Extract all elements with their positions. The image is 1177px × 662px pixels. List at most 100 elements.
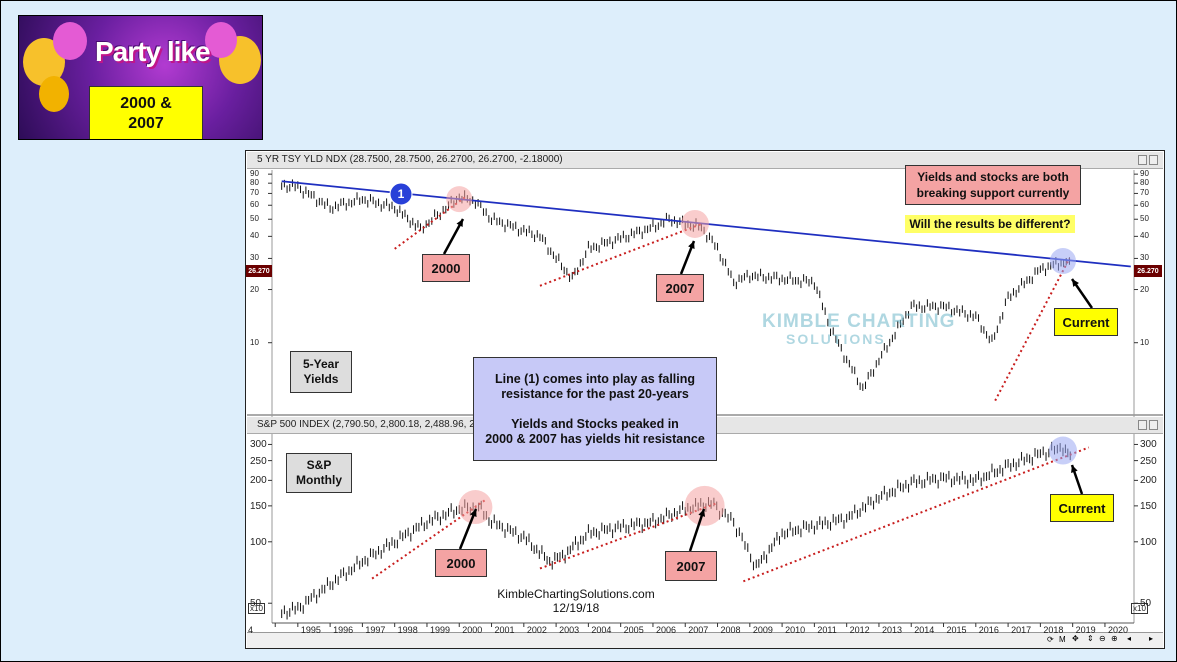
yield-y-tick-label-left: 30 xyxy=(250,253,259,263)
x-tick-label: 2018 xyxy=(1043,625,1064,635)
yield-y-tick-label-right: 70 xyxy=(1140,188,1149,198)
zoom-out-icon[interactable]: ⊖ xyxy=(1099,634,1106,643)
sp500-panel-label: S&P Monthly xyxy=(286,453,352,493)
x-tick-label: 2011 xyxy=(817,625,837,635)
yield-y-tick-label-right: 60 xyxy=(1140,200,1149,210)
sp-y-tick-label-left: 300 xyxy=(250,439,267,451)
chart-canvas: 1 xyxy=(247,170,1163,627)
top-panel-header: 5 YR TSY YLD NDX (28.7500, 28.7500, 26.2… xyxy=(247,152,1163,169)
yield-y-tick-label-right: 30 xyxy=(1140,253,1149,263)
logo-years: 2000 & 2007 xyxy=(89,86,203,139)
highlight-2000-sp xyxy=(458,490,493,525)
tag-current-top: Current xyxy=(1054,308,1118,336)
x-tick-label: 2009 xyxy=(752,625,773,635)
x-tick-label: 2020 xyxy=(1107,625,1128,635)
x-tick-label: 2005 xyxy=(623,625,644,635)
tag-current-bottom: Current xyxy=(1050,494,1114,522)
balloon-icon xyxy=(205,22,237,58)
yields-panel-label: 5-Year Yields xyxy=(290,351,352,393)
x-tick-label: 1995 xyxy=(300,625,321,635)
support-line-2007-sp xyxy=(539,502,718,570)
sp-y-tick-label-right: 150 xyxy=(1140,500,1157,512)
x-tick-label: 2010 xyxy=(785,625,806,635)
x-tick-label: 2003 xyxy=(559,625,580,635)
x10-right: x10 xyxy=(1131,603,1148,614)
balloon-icon xyxy=(53,22,87,60)
marker-1-label: 1 xyxy=(398,187,405,201)
party-like-logo: Party like 2000 & 2007 xyxy=(18,15,263,140)
callout-breaking-support: Yields and stocks are both breaking supp… xyxy=(905,165,1081,205)
sp-y-tick-label-right: 250 xyxy=(1140,455,1157,467)
sp-y-tick-label-left: 200 xyxy=(250,475,267,487)
highlight-2007-yield xyxy=(680,209,709,238)
x-tick-label: 2007 xyxy=(688,625,709,635)
x10-left: x10 xyxy=(248,603,265,614)
arrow-2007-sp xyxy=(688,508,706,552)
yield-y-tick-label-right: 50 xyxy=(1140,214,1149,224)
yield-y-tick-label-left: 90 xyxy=(250,169,259,179)
sp-y-tick-label-left: 50 xyxy=(250,598,262,610)
yield-y-tick-label-left: 20 xyxy=(250,284,259,294)
yield-y-tick-label-right: 80 xyxy=(1140,178,1149,188)
x-tick-label: 2014 xyxy=(914,625,935,635)
tag-2007-top: 2007 xyxy=(656,274,704,302)
yield-y-tick-label-left: 80 xyxy=(250,178,259,188)
yield-y-tick-label-right: 10 xyxy=(1140,337,1149,347)
sp-y-tick-label-right: 300 xyxy=(1140,439,1157,451)
arrow-current-yield-head xyxy=(1072,279,1079,287)
tag-2007-bottom: 2007 xyxy=(665,551,717,581)
tag-2000-top: 2000 xyxy=(422,254,470,282)
yield-y-tick-label-left: 40 xyxy=(250,231,259,241)
x-tick-label: 2008 xyxy=(720,625,741,635)
yield-y-tick-label-left: 70 xyxy=(250,188,259,198)
scroll-left-icon[interactable]: ◂ xyxy=(1127,634,1132,643)
pan-icon[interactable]: ✥ xyxy=(1072,634,1079,643)
bottom-panel-controls[interactable] xyxy=(1138,420,1158,430)
sp-y-tick-label-right: 200 xyxy=(1140,475,1157,487)
arrow-2007-yield-head xyxy=(688,241,695,249)
sp-y-tick-label-left: 250 xyxy=(250,455,267,467)
x-tick-label: 1998 xyxy=(397,625,418,635)
x-tick-label: 2016 xyxy=(978,625,999,635)
period-m[interactable]: M xyxy=(1059,635,1066,644)
zoom-in-icon[interactable]: ⊕ xyxy=(1111,634,1118,643)
x-tick-label: 1997 xyxy=(365,625,386,635)
chart-statusbar: ⟳ M ✥ ⇕ ⊖ ⊕ ◂ ▸ xyxy=(247,632,1163,648)
sp-y-tick-label-left: 100 xyxy=(250,536,267,548)
balloon-icon xyxy=(39,76,69,112)
scroll-right-icon[interactable]: ▸ xyxy=(1149,634,1154,643)
credit-text: KimbleChartingSolutions.com xyxy=(497,587,655,601)
refresh-icon[interactable]: ⟳ xyxy=(1047,635,1054,644)
highlight-2007-sp xyxy=(684,485,725,526)
yield-y-tick-label-left: 10 xyxy=(250,337,259,347)
support-line-current-yield xyxy=(994,257,1071,402)
marker-1-circle xyxy=(389,182,413,206)
x-tick-label: 2000 xyxy=(462,625,483,635)
highlight-current-sp xyxy=(1048,436,1077,465)
x-tick-label: 2017 xyxy=(1011,625,1032,635)
x-tick-label: 1996 xyxy=(333,625,354,635)
arrow-2000-sp-head xyxy=(470,509,477,517)
price-tag-left: 26.270 xyxy=(246,265,272,277)
top-panel-controls[interactable] xyxy=(1138,155,1158,165)
chart-date: 12/19/18 xyxy=(552,601,600,615)
x-tick-label: 2019 xyxy=(1075,625,1096,635)
highlight-2000-yield xyxy=(446,186,473,213)
watermark-bottom: SOLUTIONS xyxy=(786,331,886,347)
yield-y-tick-label-left: 60 xyxy=(250,200,259,210)
x-tick-label: 2002 xyxy=(526,625,547,635)
x-tick-label: 2001 xyxy=(494,625,515,635)
logo-title: Party like xyxy=(95,36,211,67)
sp-y-tick-label-left: 150 xyxy=(250,500,267,512)
highlight-current-yield xyxy=(1049,248,1076,275)
tag-2000-bottom: 2000 xyxy=(435,549,487,577)
x-tick-label: 2004 xyxy=(591,625,612,635)
price-tag-right: 26.270 xyxy=(1134,265,1162,277)
scroll-icon[interactable]: ⇕ xyxy=(1087,634,1094,643)
callout-different-results: Will the results be different? xyxy=(905,215,1075,233)
x-tick-label: 2012 xyxy=(849,625,870,635)
yield-y-tick-label-right: 20 xyxy=(1140,284,1149,294)
support-line-2007-yield xyxy=(539,223,702,287)
sp-y-tick-label-right: 100 xyxy=(1140,536,1157,548)
